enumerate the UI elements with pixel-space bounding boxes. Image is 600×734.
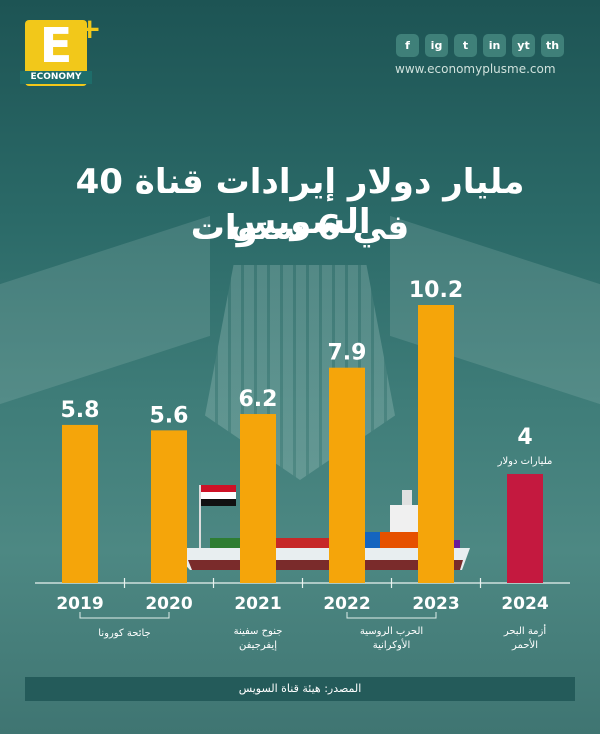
x-tick-2020: 2020 <box>145 594 192 614</box>
instagram-icon[interactable]: ig <box>425 34 448 57</box>
twitter-icon[interactable]: t <box>454 34 477 57</box>
x-tick-2023: 2023 <box>412 594 459 614</box>
annotation-4-line1: أزمة البحر <box>503 624 547 637</box>
bar-2024 <box>507 473 543 583</box>
chart-title-line2: في 6 سنوات <box>190 208 410 248</box>
logo-word: ECONOMY <box>20 71 92 84</box>
logo-letter: E <box>39 18 73 74</box>
bar-2021 <box>240 414 276 583</box>
bar-2022 <box>329 367 365 583</box>
youtube-icon[interactable]: yt <box>512 34 535 57</box>
annotation-2-line1: جنوح سفينة <box>234 626 283 637</box>
linkedin-icon[interactable]: in <box>483 34 506 57</box>
annotation-2-line2: إيفرجيفن <box>239 640 277 651</box>
bracket-2019-2020 <box>79 612 170 619</box>
annotation-3-line2: الأوكرانية <box>373 638 411 651</box>
source-note: المصدر: هيئة قناة السويس <box>25 677 575 701</box>
unit-note: مليارات دولار <box>497 456 553 467</box>
bracket-2022-2023 <box>346 612 437 619</box>
bar-2020 <box>151 430 187 583</box>
bar-2019 <box>62 424 98 583</box>
x-tick-2022: 2022 <box>323 594 370 614</box>
data-label-2023: 10.2 <box>409 278 463 303</box>
annotation-4-line2: الأحمر <box>511 638 538 651</box>
threads-icon[interactable]: th <box>541 34 564 57</box>
data-label-2021: 6.2 <box>239 387 278 412</box>
data-label-2022: 7.9 <box>328 341 367 366</box>
data-label-2024: 4 <box>517 425 532 450</box>
x-tick-2019: 2019 <box>56 594 103 614</box>
x-tick-2021: 2021 <box>234 594 281 614</box>
facebook-icon[interactable]: f <box>396 34 419 57</box>
logo-plus: + <box>78 12 102 45</box>
website-url[interactable]: www.economyplusme.com <box>395 62 556 76</box>
annotation-1: جائحة كورونا <box>98 628 150 639</box>
x-tick-2024: 2024 <box>501 594 548 614</box>
annotation-3-line1: الحرب الروسية <box>360 626 423 637</box>
data-label-2019: 5.8 <box>61 398 100 423</box>
social-links: f ig t in yt th <box>396 34 564 57</box>
data-label-2020: 5.6 <box>150 403 189 428</box>
bar-2023 <box>418 305 454 583</box>
chart-title-line1: 40 مليار دولار إيرادات قناة السويس <box>75 162 525 242</box>
